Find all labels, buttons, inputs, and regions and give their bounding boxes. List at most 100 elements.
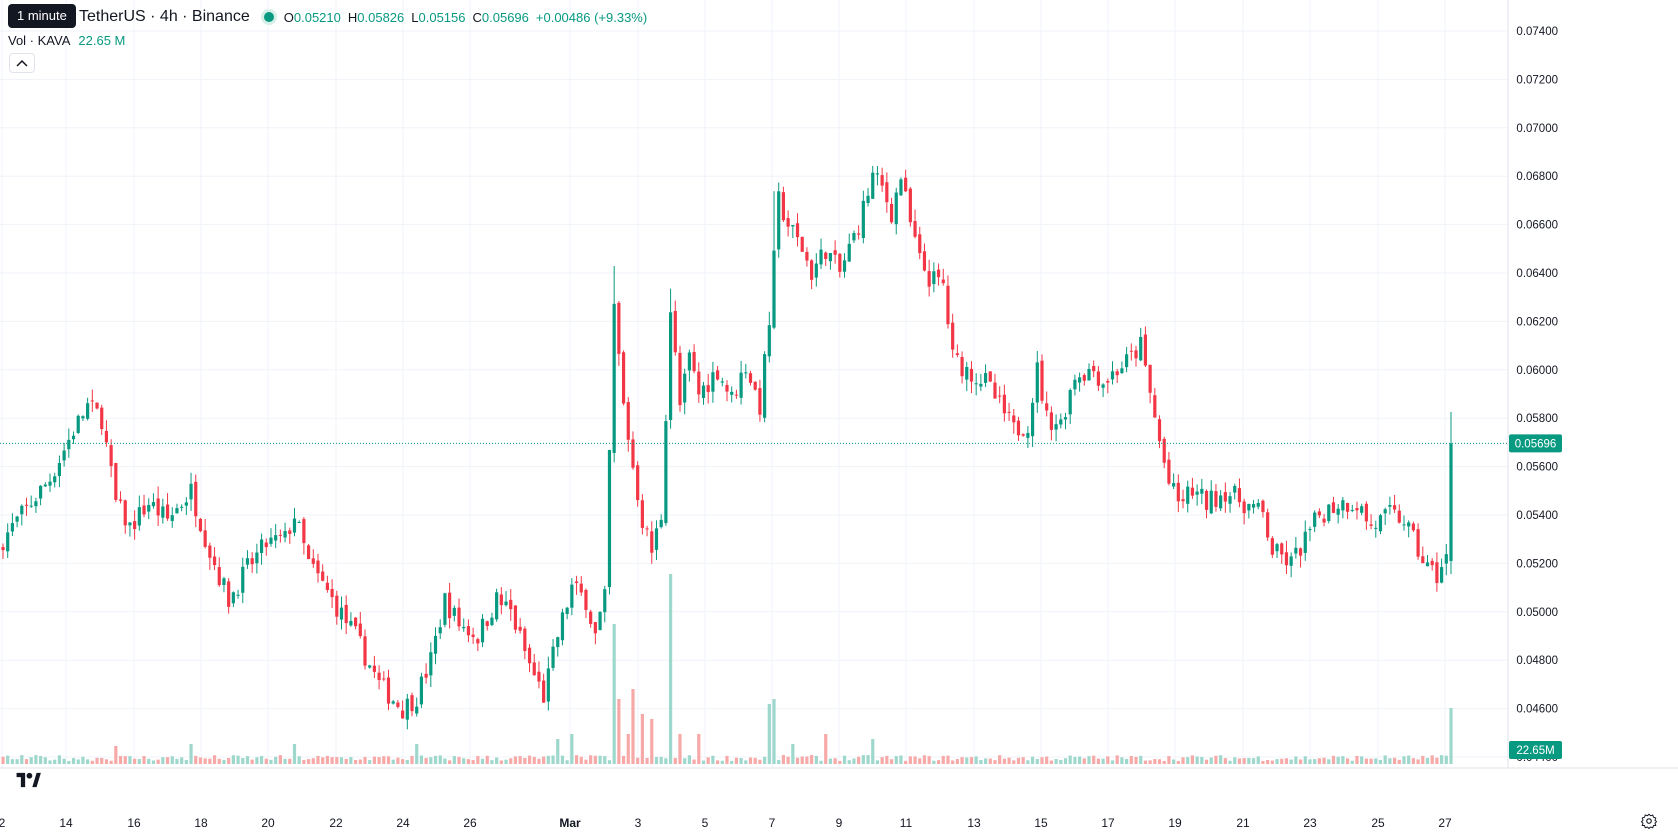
- candle-body: [998, 395, 1002, 397]
- candle-body: [556, 637, 560, 648]
- volume-bar: [918, 758, 922, 764]
- volume-bar: [1049, 760, 1053, 764]
- candle-body: [1200, 488, 1204, 494]
- candle-body: [401, 710, 405, 719]
- candle-body: [448, 592, 452, 619]
- volume-bar: [678, 734, 682, 764]
- volume-bar: [212, 755, 217, 764]
- time-tick-label: 23: [1303, 816, 1317, 830]
- volume-bar: [1237, 758, 1242, 764]
- candle-body: [1327, 504, 1331, 522]
- candle-body: [1096, 371, 1101, 386]
- volume-bar: [640, 714, 644, 764]
- candle-body: [527, 647, 532, 664]
- volume-bar: [509, 758, 513, 764]
- volume-bar: [39, 756, 43, 764]
- volume-bar: [965, 757, 969, 764]
- volume-bar: [236, 755, 240, 764]
- volume-bar: [443, 758, 447, 764]
- candle-body: [203, 530, 207, 547]
- volume-bar: [278, 755, 282, 764]
- candle-body: [918, 234, 922, 254]
- candle-body: [1298, 548, 1303, 556]
- low-value: L0.05156: [411, 9, 466, 25]
- symbol-title[interactable]: TetherUS · 4h · Binance: [79, 8, 250, 25]
- volume-bar: [922, 755, 927, 764]
- candle-body: [1256, 502, 1260, 507]
- candle-body: [311, 558, 315, 564]
- volume-bar: [1209, 757, 1213, 764]
- candle-body: [739, 372, 743, 398]
- volume-bar: [241, 758, 245, 764]
- volume-bar: [1331, 755, 1336, 764]
- volume-bar: [6, 755, 10, 764]
- candle-body: [668, 312, 673, 420]
- volume-bar: [245, 756, 250, 764]
- candle-body: [236, 594, 240, 596]
- volume-bar: [1345, 758, 1350, 764]
- volume-bar: [1176, 760, 1180, 764]
- volume-bar: [1110, 760, 1115, 764]
- candle-body: [349, 620, 353, 626]
- candle-body: [212, 556, 217, 566]
- volume-bar: [645, 757, 649, 764]
- collapse-legend-button[interactable]: [9, 53, 35, 73]
- candle-body: [791, 224, 795, 227]
- volume-bar: [1270, 760, 1274, 764]
- candle-body: [542, 680, 546, 703]
- volume-bar: [10, 759, 15, 764]
- candle-body: [1181, 499, 1185, 502]
- candle-body: [993, 382, 997, 399]
- time-tick-label: 24: [396, 816, 410, 830]
- tradingview-logo-icon[interactable]: [14, 770, 42, 790]
- volume-bar: [499, 760, 503, 764]
- candle-body: [137, 507, 141, 526]
- volume-bar: [523, 757, 527, 764]
- volume-bar: [1186, 757, 1190, 764]
- time-tick-label: 27: [1438, 816, 1452, 830]
- volume-bar: [372, 756, 377, 764]
- volume-label[interactable]: Vol · KAVA: [8, 32, 71, 48]
- candle-body: [1106, 380, 1110, 383]
- candle-body: [1247, 503, 1251, 511]
- volume-bar: [1228, 760, 1232, 764]
- candle-body: [513, 605, 518, 630]
- volume-bar: [335, 757, 339, 764]
- candle-body: [936, 269, 941, 278]
- price-tick-label: 0.05400: [1516, 510, 1558, 522]
- candle-body: [377, 672, 381, 681]
- volume-bar: [551, 755, 555, 764]
- candle-body: [574, 581, 579, 583]
- candle-body: [1261, 500, 1265, 513]
- volume-bar: [1374, 758, 1378, 764]
- volume-bar: [673, 757, 677, 764]
- volume-bar: [1059, 759, 1063, 764]
- volume-bar: [706, 757, 710, 764]
- volume-bar: [311, 758, 315, 764]
- candle-body: [1073, 379, 1077, 390]
- volume-bar: [396, 757, 400, 764]
- volume-bar: [269, 759, 273, 764]
- candle-body: [800, 236, 804, 252]
- candle-body: [259, 539, 264, 553]
- volume-bar: [683, 758, 687, 764]
- gear-icon[interactable]: [1640, 812, 1658, 830]
- price-tick-label: 0.06400: [1516, 268, 1558, 280]
- volume-bar: [556, 739, 560, 764]
- candle-body: [828, 253, 833, 262]
- volume-bar: [255, 757, 259, 764]
- volume-bar: [109, 760, 113, 764]
- volume-bar: [636, 757, 640, 764]
- candle-body: [269, 537, 273, 544]
- time-tick-label: 3: [635, 816, 642, 830]
- volume-bar: [711, 755, 715, 764]
- volume-bar: [565, 760, 569, 764]
- volume-bar: [795, 757, 800, 764]
- candle-body: [1054, 424, 1058, 430]
- candle-body: [1026, 432, 1030, 438]
- volume-bar: [955, 759, 959, 764]
- candle-body: [353, 617, 358, 627]
- candle-body: [1007, 411, 1011, 413]
- volume-bar: [1435, 757, 1439, 764]
